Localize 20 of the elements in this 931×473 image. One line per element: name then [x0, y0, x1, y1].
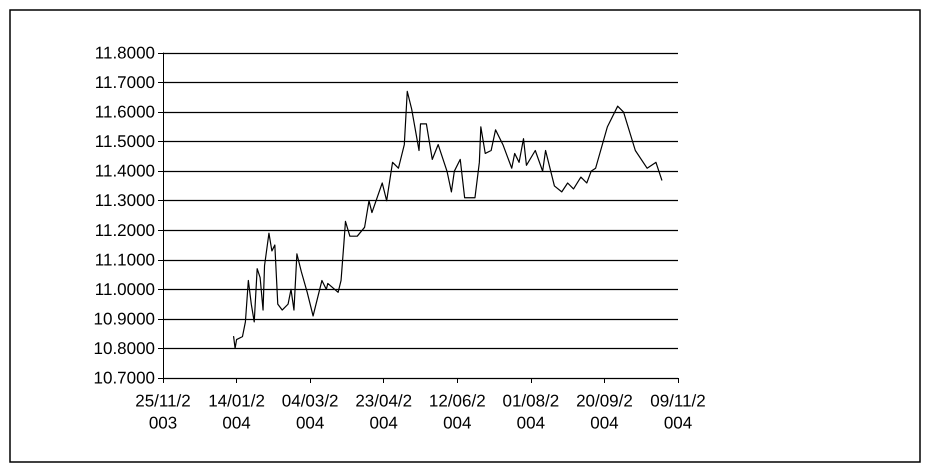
y-tick-label: 11.3000 [94, 191, 155, 210]
y-tick-label: 11.7000 [94, 73, 155, 92]
y-tick-label: 11.1000 [94, 250, 155, 270]
x-tick-label: 25/11/2003 [135, 392, 191, 432]
y-tick-label: 11.0000 [94, 280, 155, 299]
y-tick-label: 11.4000 [94, 162, 155, 181]
y-tick-label: 10.8000 [94, 338, 155, 358]
x-tick-label: 20/09/2004 [576, 392, 633, 432]
y-tick-label: 11.6000 [94, 102, 155, 122]
x-tick-label: 09/11/2004 [650, 392, 706, 432]
x-tick-label: 23/04/2004 [355, 392, 412, 432]
x-tick-label: 12/06/2004 [428, 392, 486, 432]
y-tick-label: 11.5000 [94, 132, 155, 152]
x-tick-label: 01/08/2004 [502, 392, 560, 432]
y-tick-label: 11.8000 [94, 44, 155, 62]
x-tick-label: 04/03/2004 [282, 392, 339, 432]
y-tick-label: 10.9000 [94, 309, 155, 328]
x-tick-label: 14/01/2004 [208, 392, 265, 432]
y-tick-label: 10.7000 [94, 368, 155, 388]
y-tick-label: 11.2000 [94, 220, 155, 240]
